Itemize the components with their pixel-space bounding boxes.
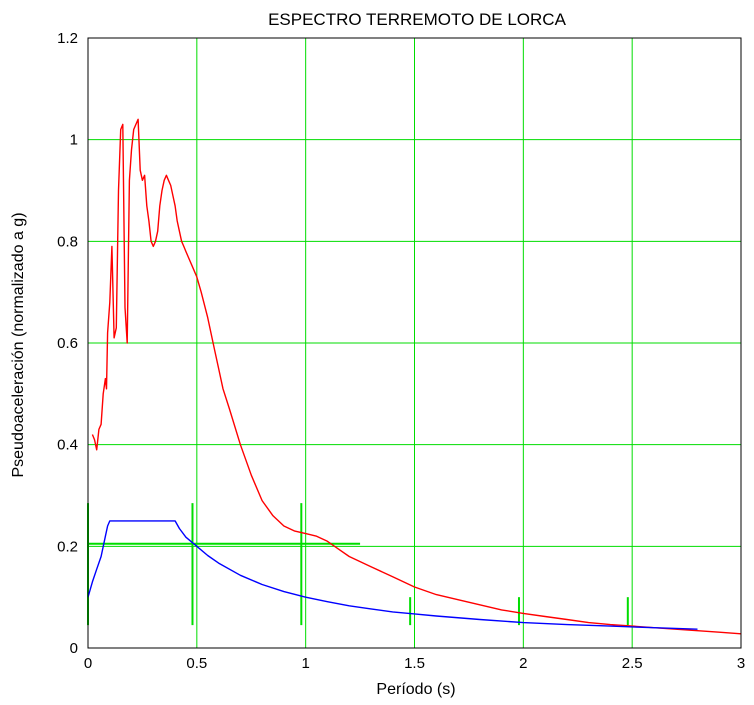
- y-tick-labels: 0 0.2 0.4 0.6 0.8 1 1.2: [57, 30, 78, 657]
- chart-title: ESPECTRO TERREMOTO DE LORCA: [268, 10, 567, 29]
- y-tick-label: 1: [70, 132, 78, 149]
- y-tick-label: 0.4: [57, 437, 78, 454]
- grid-lines: [88, 38, 741, 648]
- y-tick-label: 0.6: [57, 335, 78, 352]
- x-tick-label: 0.5: [186, 655, 207, 672]
- y-tick-label: 0: [70, 640, 78, 657]
- series-line-2: [87, 520, 698, 630]
- y-axis-label: Pseudoaceleración (normalizado a g): [10, 212, 27, 477]
- x-tick-label: 2.5: [622, 655, 643, 672]
- x-tick-label: 1.5: [404, 655, 425, 672]
- x-tick-label: 3: [737, 655, 745, 672]
- x-tick-label: 0: [84, 655, 92, 672]
- x-tick-label: 1: [301, 655, 309, 672]
- y-tick-label: 1.2: [57, 30, 78, 47]
- series-line-1: [91, 118, 742, 635]
- x-tick-label: 2: [519, 655, 527, 672]
- x-tick-labels: 0 0.5 1 1.5 2 2.5 3: [84, 655, 745, 672]
- series-lines: [87, 118, 742, 635]
- plot-area-frame: [87, 37, 742, 649]
- y-tick-label: 0.2: [57, 538, 78, 555]
- x-axis-label: Período (s): [376, 681, 455, 698]
- y-tick-label: 0.8: [57, 233, 78, 250]
